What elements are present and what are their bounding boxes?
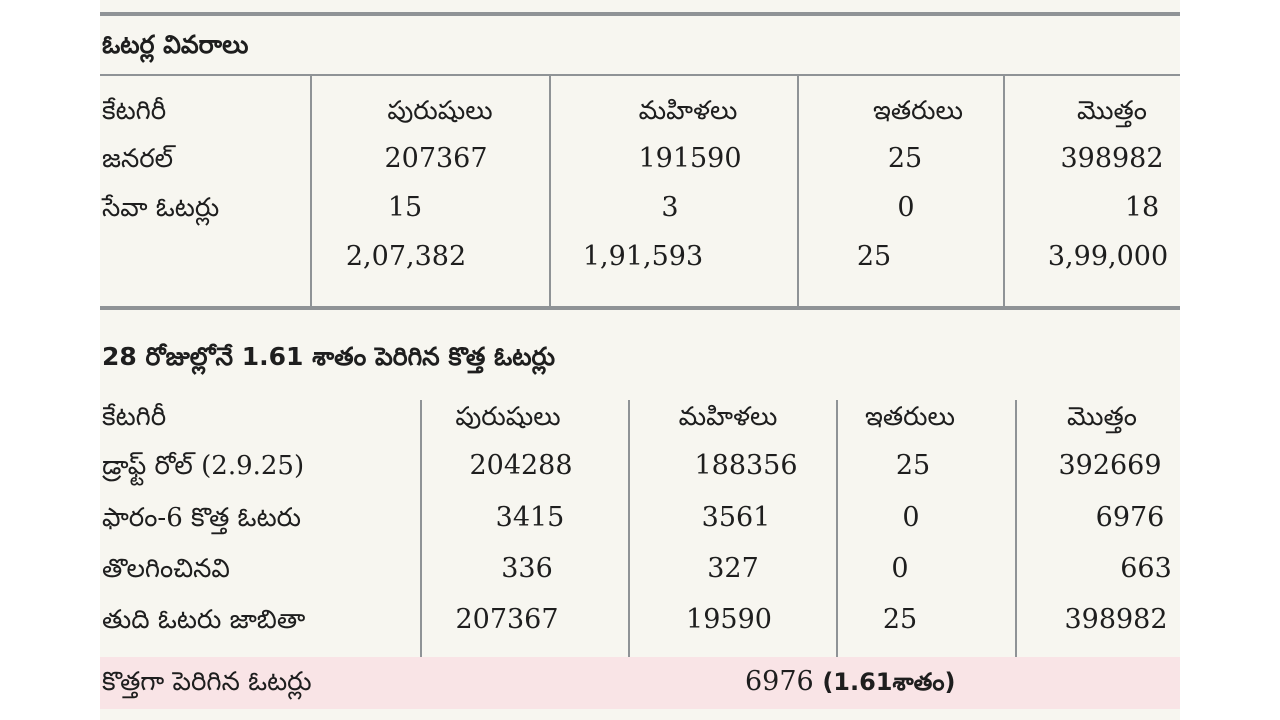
table1-header-category: కేటగిరీ: [102, 96, 167, 126]
table2-cell-total: 392669: [1058, 450, 1162, 481]
table1-divider-1: [310, 76, 312, 308]
table2-cell-women: 327: [707, 553, 759, 584]
top-rule: [100, 12, 1180, 16]
table2-divider-4: [1015, 400, 1017, 657]
table2-header-men: పురుషులు: [455, 402, 561, 432]
new-voters-count: 6976: [745, 666, 814, 697]
table2-cell-men: 207367: [455, 604, 559, 635]
table2-cell-others: 0: [902, 502, 920, 533]
table1-cell-others: 0: [897, 192, 915, 223]
table2-cell-men: 204288: [469, 450, 573, 481]
table1-cell-men: 207367: [384, 143, 488, 174]
table2-header-total: మొత్తం: [1067, 402, 1137, 432]
table2-row-label: తొలగించినవి: [102, 554, 230, 584]
table2-cell-others: 25: [895, 450, 931, 481]
table2-title: 28 రోజుల్లోనే 1.61 శాతం పెరిగిన కొత్త ఓట…: [102, 342, 556, 371]
new-voters-percent: (1.61శాతం): [822, 668, 956, 696]
table2-cell-men: 336: [501, 553, 553, 584]
table1-header-men: పురుషులు: [387, 96, 493, 126]
table1-divider-3: [797, 76, 799, 308]
table2-divider-3: [836, 400, 838, 657]
table2-divider-1: [420, 400, 422, 657]
table2-cell-women: 3561: [701, 502, 771, 533]
table2-header-others: ఇతరులు: [865, 402, 955, 432]
new-voters-footer: కొత్తగా పెరిగిన ఓటర్లు 6976 (1.61శాతం): [100, 657, 1180, 709]
table1-header-women: మహిళలు: [638, 96, 738, 126]
table1-header-total: మొత్తం: [1077, 96, 1147, 126]
table1-cell-women: 191590: [638, 143, 742, 174]
table1-cell-total: 3,99,000: [1047, 241, 1169, 272]
table1-title: ఓటర్ల వివరాలు: [102, 30, 249, 59]
table1-divider-4: [1003, 76, 1005, 308]
table2-cell-women: 188356: [694, 450, 798, 481]
table1-cell-women: 1,91,593: [582, 241, 704, 272]
table2-row-label: తుది ఓటరు జాబితా: [102, 605, 306, 635]
table1-cell-others: 25: [856, 241, 892, 272]
table2-row-label: ఫారం-6 కొత్త ఓటరు: [102, 503, 302, 533]
table1-title-rule: [100, 74, 1180, 76]
table1-cell-others: 25: [887, 143, 923, 174]
table2-row-label: డ్రాఫ్ట్ రోల్ (2.9.25): [102, 451, 305, 481]
table2-cell-women: 19590: [686, 604, 772, 635]
table2-cell-men: 3415: [495, 502, 565, 533]
section-separator-rule: [100, 306, 1180, 310]
table1-divider-2: [549, 76, 551, 308]
table1-cell-total: 398982: [1060, 143, 1164, 174]
table1-cell-women: 3: [661, 192, 679, 223]
table2-header-women: మహిళలు: [678, 402, 778, 432]
table2-cell-total: 663: [1120, 553, 1172, 584]
table2-cell-total: 6976: [1095, 502, 1165, 533]
table1-row-label: జనరల్: [102, 144, 174, 174]
table1-cell-men: 2,07,382: [345, 241, 467, 272]
table2-header-category: కేటగిరీ: [102, 402, 167, 432]
voter-details-panel: ఓటర్ల వివరాలు కేటగిరీ పురుషులు మహిళలు ఇత…: [100, 0, 1180, 720]
table2-cell-others: 25: [882, 604, 918, 635]
new-voters-value: 6976 (1.61శాతం): [745, 665, 955, 699]
table1-header-others: ఇతరులు: [873, 96, 963, 126]
table2-cell-total: 398982: [1064, 604, 1168, 635]
new-voters-label: కొత్తగా పెరిగిన ఓటర్లు: [102, 667, 312, 697]
table2-cell-others: 0: [891, 553, 909, 584]
table1-cell-total: 18: [1124, 192, 1160, 223]
table2-divider-2: [628, 400, 630, 657]
table1-row-label: సేవా ఓటర్లు: [102, 193, 220, 223]
table1-cell-men: 15: [387, 192, 423, 223]
